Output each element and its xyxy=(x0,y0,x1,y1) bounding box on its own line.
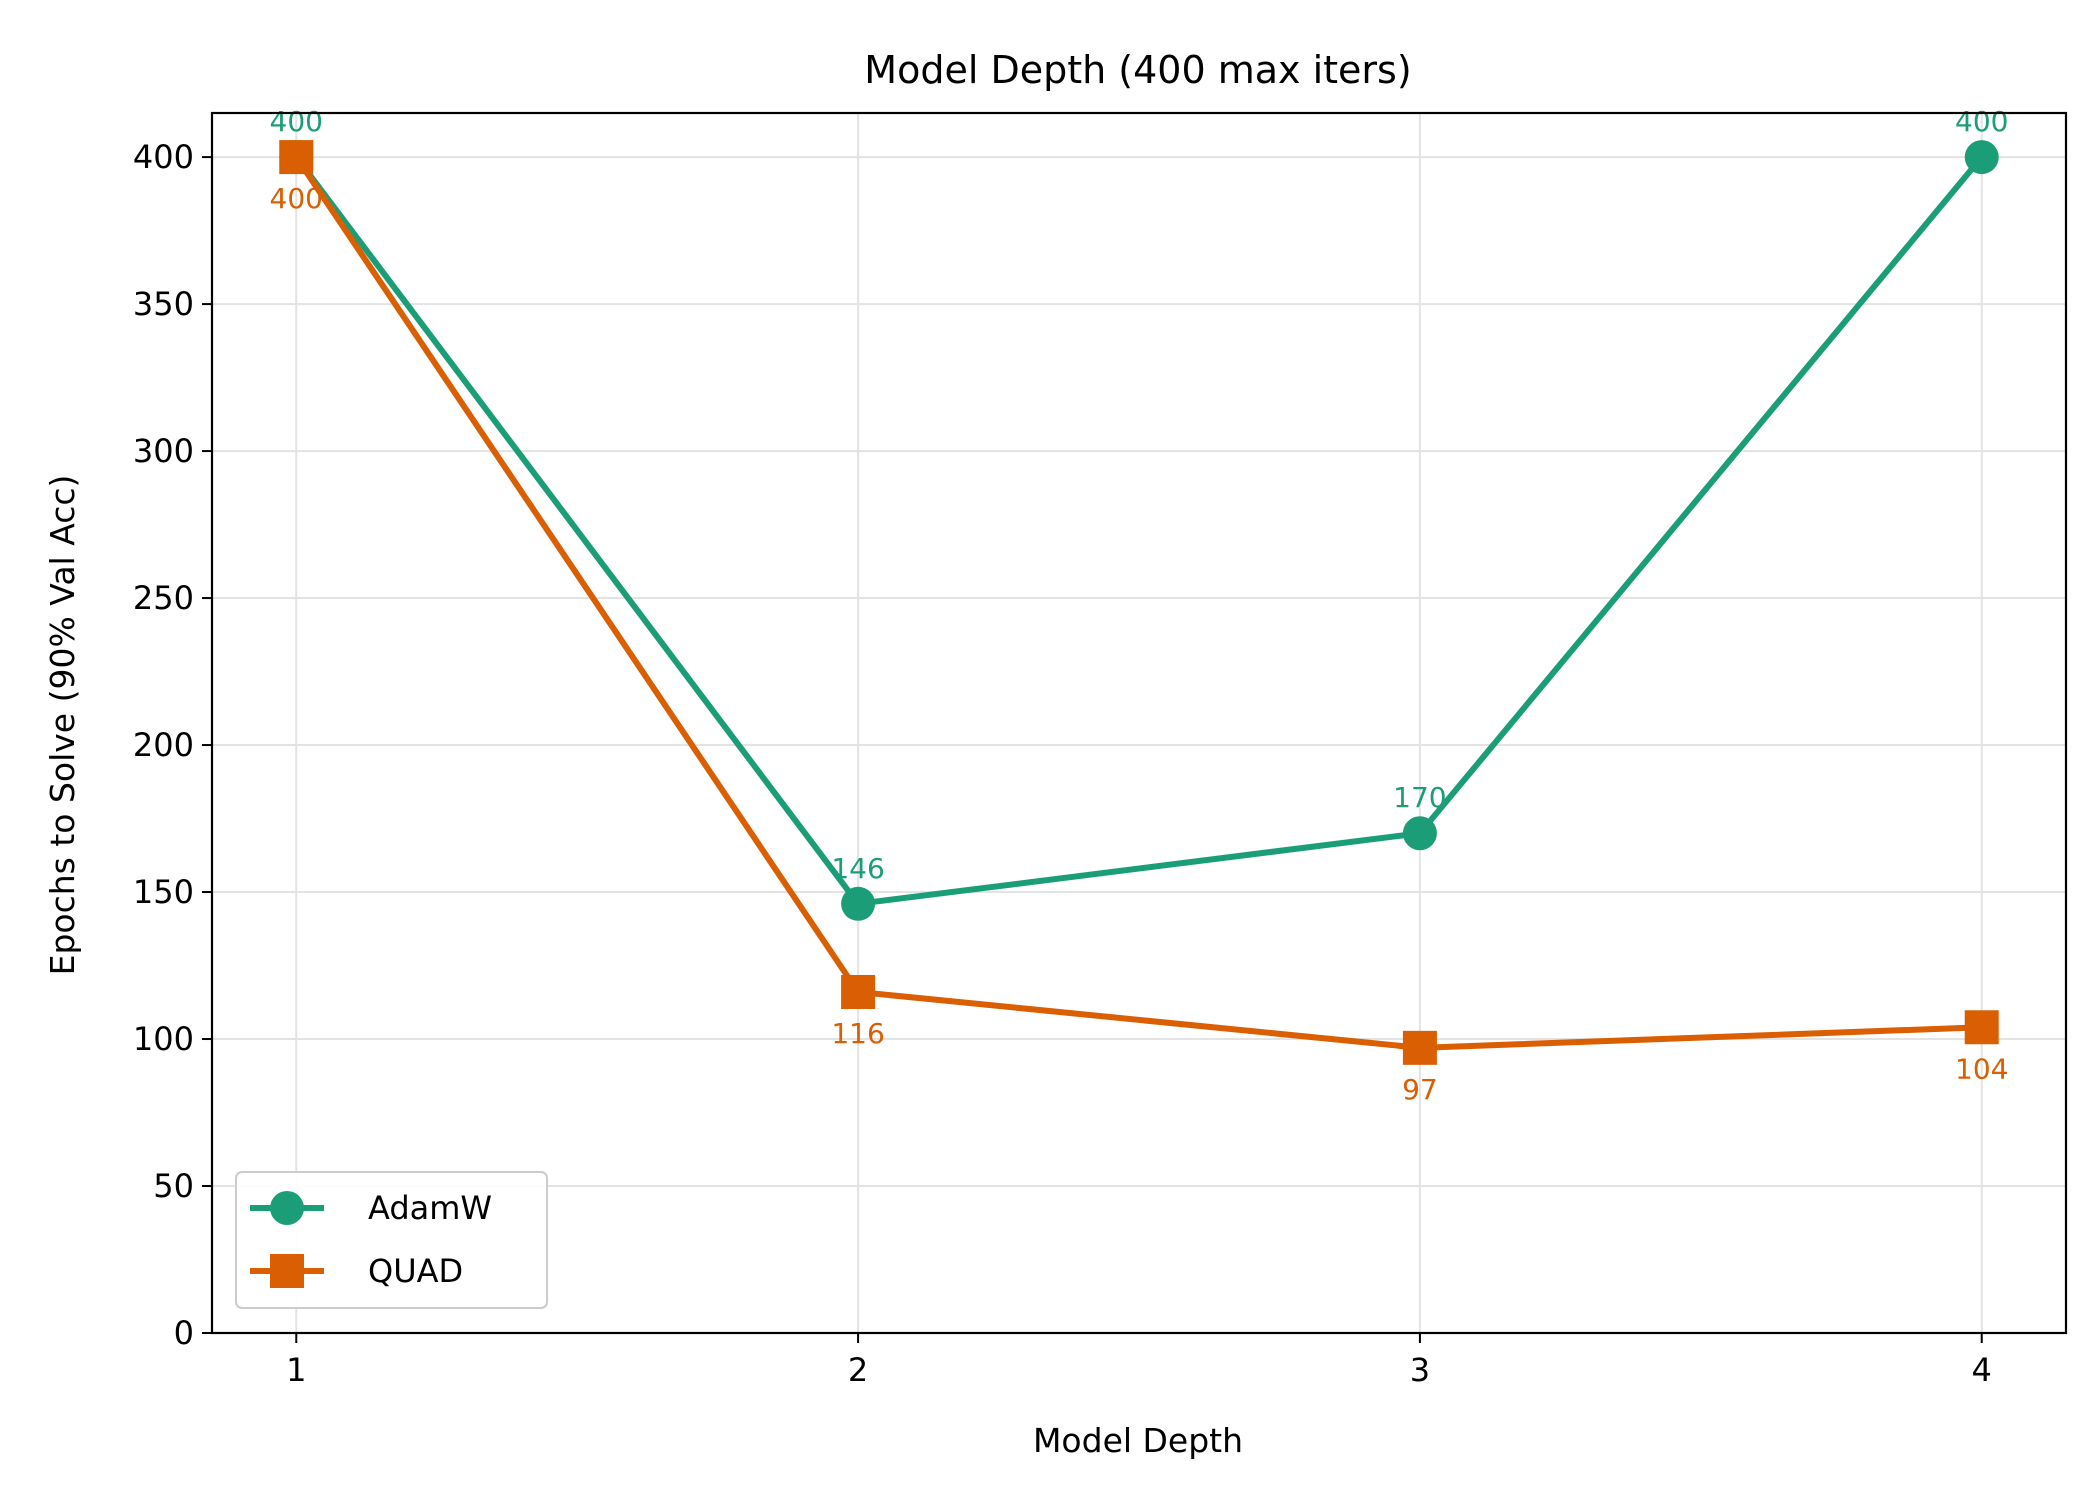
data-label: 116 xyxy=(831,1017,884,1050)
axes-layer: 0 50 100 150 200 250 300 350 400 1 2 3 4 xyxy=(133,138,1992,1389)
legend-entry: QUAD xyxy=(250,1252,463,1290)
y-tick-label: 400 xyxy=(133,138,194,176)
plot-frame xyxy=(210,111,2068,1335)
y-tick-label: 300 xyxy=(133,432,194,470)
y-tick-label: 100 xyxy=(133,1020,194,1058)
data-point xyxy=(1964,1010,1999,1045)
legend-label: AdamW xyxy=(368,1189,492,1227)
y-tick-label: 150 xyxy=(133,873,194,911)
y-axis-label: Epochs to Solve (90% Val Acc) xyxy=(43,475,82,976)
data-label: 104 xyxy=(1955,1052,2008,1085)
legend-marker xyxy=(270,1191,304,1225)
grid-layer xyxy=(212,113,2066,1334)
legend-marker xyxy=(270,1254,304,1288)
data-point xyxy=(841,886,876,921)
x-tick-label: 1 xyxy=(286,1351,306,1389)
series-line xyxy=(293,154,1985,1051)
data-point xyxy=(841,974,876,1009)
y-tick-label: 0 xyxy=(174,1314,194,1352)
x-tick-label: 3 xyxy=(1410,1351,1430,1389)
x-axis-label: Model Depth xyxy=(1033,1421,1243,1460)
y-tick-label: 250 xyxy=(133,579,194,617)
data-label: 400 xyxy=(270,105,323,138)
legend-label: QUAD xyxy=(368,1252,463,1290)
series-quad: 400 116 97 104 xyxy=(270,140,2008,1106)
data-label: 170 xyxy=(1393,781,1446,814)
data-label: 97 xyxy=(1402,1073,1438,1106)
series-layer: 400 146 170 400 400 116 97 104 xyxy=(270,105,2009,1106)
y-tick-label: 50 xyxy=(153,1167,194,1205)
data-label: 400 xyxy=(1955,105,2008,138)
data-point xyxy=(279,140,314,175)
chart-title: Model Depth (400 max iters) xyxy=(864,48,1411,92)
data-point xyxy=(1964,140,1999,175)
legend-entry: AdamW xyxy=(250,1189,492,1227)
x-tick-label: 2 xyxy=(848,1351,868,1389)
data-point xyxy=(1402,816,1437,851)
legend: AdamW QUAD xyxy=(235,1171,548,1309)
data-point xyxy=(1402,1030,1437,1065)
data-label: 146 xyxy=(831,852,884,885)
x-tick-label: 4 xyxy=(1972,1351,1992,1389)
data-label: 400 xyxy=(270,182,323,215)
y-tick-label: 200 xyxy=(133,726,194,764)
y-tick-label: 350 xyxy=(133,285,194,323)
series-line xyxy=(293,154,1985,907)
